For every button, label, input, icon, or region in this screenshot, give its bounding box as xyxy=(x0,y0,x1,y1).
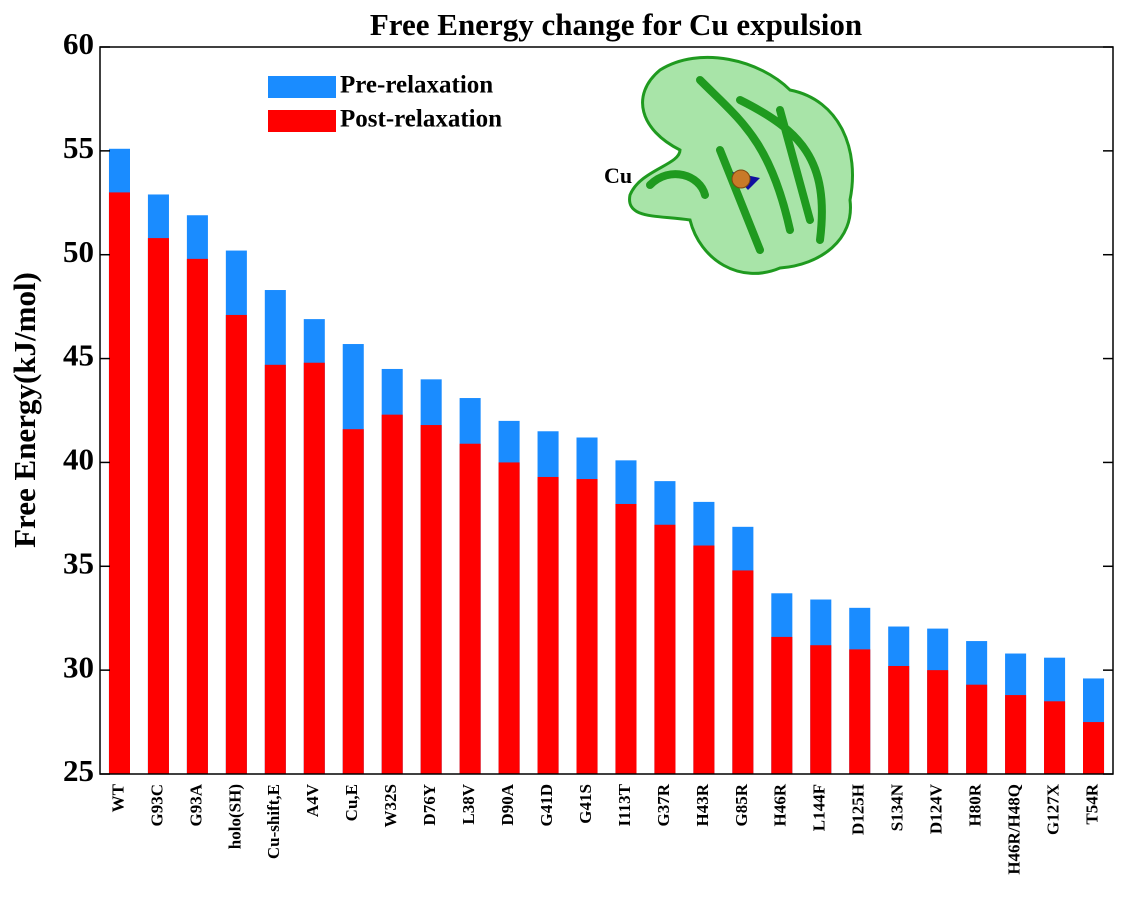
x-tick-label: L144F xyxy=(810,784,829,831)
x-tick-label: H46R/H48Q xyxy=(1005,784,1024,875)
x-tick-label: holo(SH) xyxy=(225,784,244,849)
x-tick-label: L38V xyxy=(459,783,478,824)
bar xyxy=(966,684,988,774)
y-tick-label: 25 xyxy=(63,753,94,788)
plot-frame xyxy=(99,46,1114,775)
bar xyxy=(186,258,208,775)
x-tick-label: G85R xyxy=(732,783,751,826)
x-tick-label: G41D xyxy=(537,784,556,827)
bar xyxy=(849,649,871,774)
x-tick-label: D90A xyxy=(498,783,517,825)
bar xyxy=(342,429,364,774)
x-tick-label: H43R xyxy=(693,783,712,826)
bar xyxy=(693,545,715,774)
x-tick-label: G93A xyxy=(186,783,205,826)
x-tick-label: T54R xyxy=(1082,783,1101,824)
x-tick-label: W32S xyxy=(381,784,400,827)
x-tick-label: H80R xyxy=(966,783,985,826)
x-tick-label: D124V xyxy=(927,783,946,834)
y-tick-label: 40 xyxy=(63,442,94,477)
bar xyxy=(537,476,559,774)
x-tick-label: A4V xyxy=(303,783,322,817)
x-tick-label: S134N xyxy=(888,783,907,831)
y-tick-label: 30 xyxy=(63,649,94,684)
bar xyxy=(147,238,169,774)
bar xyxy=(1082,722,1105,774)
x-tick-label: I113T xyxy=(615,783,634,826)
chart-title: Free Energy change for Cu expulsion xyxy=(370,7,862,42)
bar xyxy=(654,524,676,774)
bar xyxy=(615,503,637,774)
x-tick-label: Cu,E xyxy=(342,784,361,821)
bar xyxy=(927,670,949,774)
x-tick-label: G37R xyxy=(654,783,673,826)
protein-image xyxy=(628,55,854,275)
bar xyxy=(576,479,598,774)
bar xyxy=(1044,701,1066,774)
x-tick-label: H46R xyxy=(771,783,790,826)
bar xyxy=(420,425,442,774)
legend-label: Pre-relaxation xyxy=(340,72,493,99)
x-tick-label: WT xyxy=(108,783,127,812)
bar xyxy=(888,665,910,774)
bar xyxy=(225,314,247,774)
legend-swatch xyxy=(268,110,336,132)
y-tick-label: 55 xyxy=(63,130,94,165)
bar xyxy=(498,462,520,774)
bar xyxy=(771,636,793,774)
y-tick-label: 60 xyxy=(63,26,94,61)
bar xyxy=(1005,695,1027,774)
bar xyxy=(381,414,403,774)
annotation: Cu xyxy=(604,163,632,188)
legend-label: Post-relaxation xyxy=(340,106,502,133)
bar xyxy=(732,570,754,774)
bar xyxy=(108,192,131,774)
x-tick-label: G41S xyxy=(576,784,595,824)
y-axis-label: Free Energy(kJ/mol) xyxy=(7,272,42,548)
bar xyxy=(459,443,481,774)
x-tick-label: G127X xyxy=(1043,783,1062,835)
bar xyxy=(303,362,325,774)
y-tick-label: 45 xyxy=(63,338,94,373)
y-tick-label: 35 xyxy=(63,545,94,580)
x-tick-label: D125H xyxy=(849,784,868,835)
bar xyxy=(264,364,286,774)
legend-swatch xyxy=(268,76,336,98)
x-tick-label: G93C xyxy=(147,784,166,827)
x-tick-label: D76Y xyxy=(420,784,439,826)
y-tick-label: 50 xyxy=(63,234,94,269)
x-tick-label: Cu-shift,E xyxy=(264,784,283,859)
bar xyxy=(810,645,832,774)
